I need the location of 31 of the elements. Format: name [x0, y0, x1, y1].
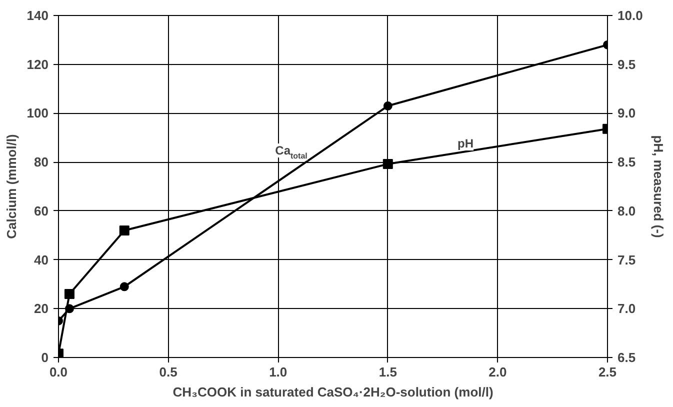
y2-tick-label: 8.5 [618, 154, 636, 170]
y-tick-label: 100 [26, 106, 49, 121]
x-tick-label: 2.5 [598, 364, 617, 380]
x-tick-label: 1.5 [378, 364, 397, 380]
y-tick-label: 20 [34, 301, 49, 316]
y2-tick-label: 10.0 [618, 8, 643, 23]
point [119, 225, 130, 236]
point [64, 288, 74, 299]
y-tick-label: 80 [34, 154, 49, 170]
point [120, 282, 129, 292]
y-tick-label: 0 [41, 350, 49, 365]
y-tick-label: 120 [26, 56, 49, 72]
y2-tick-label: 7.5 [618, 252, 636, 268]
y-tick-label: 60 [34, 203, 49, 218]
x-tick-label: 0.5 [159, 364, 178, 380]
y-axis-title: Calcium (mmol/l) [4, 134, 19, 239]
y2-axis-title: pH, measured (-) [650, 135, 666, 238]
x-tick-label: 1.0 [269, 364, 288, 380]
y-tick-label: 140 [26, 8, 49, 23]
point [382, 159, 393, 170]
x-tick-label: 2.0 [488, 364, 507, 380]
y2-tick-label: 6.5 [618, 350, 636, 365]
y2-tick-label: 9.0 [618, 106, 636, 121]
y2-tick-label: 8.0 [618, 203, 636, 218]
y2-tick-label: 9.5 [618, 56, 636, 72]
y-tick-label: 40 [34, 252, 49, 268]
point [383, 101, 392, 110]
annotation: pH [458, 136, 474, 150]
x-axis-title: CH₃COOK in saturated CaSO₄·2H₂O-solution (mol/l) [172, 384, 494, 400]
y2-tick-label: 7.0 [618, 301, 636, 316]
x-tick-label: 0.0 [49, 364, 68, 380]
